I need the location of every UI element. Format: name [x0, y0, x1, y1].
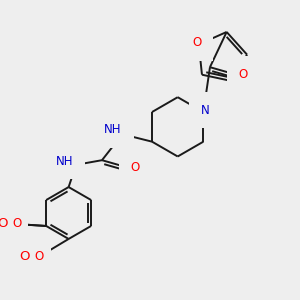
Text: O: O — [12, 217, 21, 230]
Text: O: O — [0, 218, 8, 231]
Text: O: O — [239, 68, 248, 81]
Text: O: O — [0, 217, 7, 230]
Text: O: O — [34, 250, 43, 263]
Text: N: N — [201, 104, 210, 117]
Text: O: O — [19, 250, 30, 263]
Text: O: O — [192, 36, 202, 49]
Text: NH: NH — [56, 154, 74, 168]
Text: O: O — [131, 161, 140, 174]
Text: O: O — [0, 218, 6, 231]
Text: NH: NH — [104, 123, 122, 136]
